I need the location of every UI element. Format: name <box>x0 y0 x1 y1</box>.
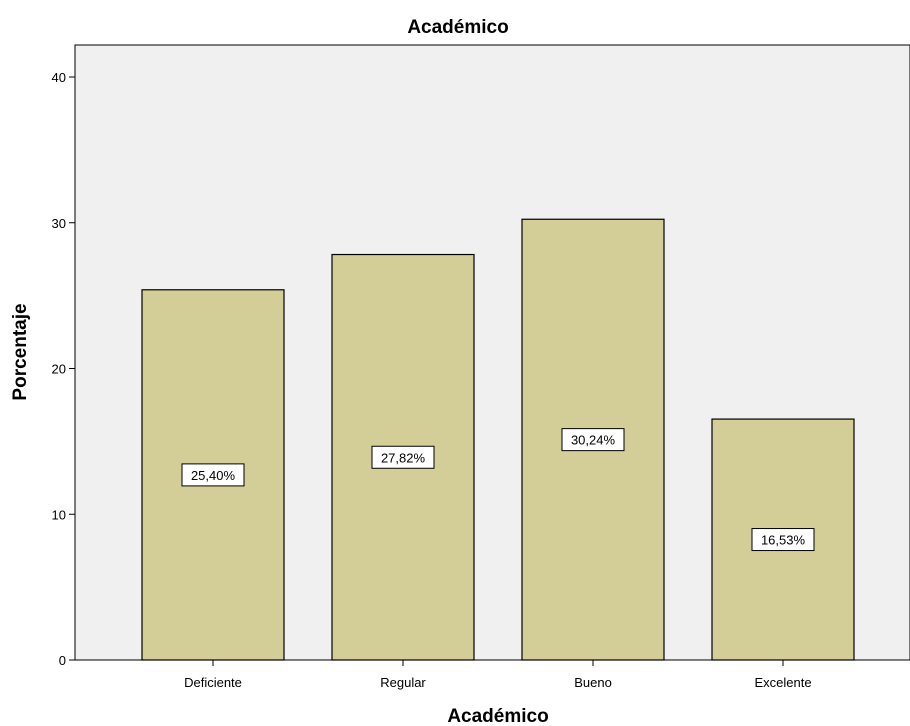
x-tick-label: Excelente <box>754 675 811 690</box>
data-label: 27,82% <box>381 450 426 465</box>
bars: 25,40% 27,82% 30,24% 16,53% <box>141 218 855 661</box>
data-label-box <box>371 445 435 469</box>
data-label: 16,53% <box>761 533 806 548</box>
y-tick-label: 10 <box>52 507 66 522</box>
data-label-box <box>181 463 245 487</box>
data-label-box <box>561 428 625 452</box>
y-tick-label: 0 <box>59 653 66 668</box>
data-label: 30,24% <box>571 433 616 448</box>
bar-deficiente <box>141 289 285 661</box>
y-tick-label: 30 <box>52 216 66 231</box>
x-tick-label: Deficiente <box>184 675 242 690</box>
x-axis: Deficiente Regular Bueno Excelente <box>184 660 812 690</box>
y-axis: 0 10 20 30 40 <box>52 70 75 668</box>
x-tick-label: Bueno <box>574 675 612 690</box>
x-tick-label: Regular <box>380 675 426 690</box>
x-axis-label: Académico <box>447 706 548 726</box>
y-tick-label: 20 <box>52 362 66 377</box>
y-tick-label: 40 <box>52 70 66 85</box>
chart-title: Académico <box>407 17 508 38</box>
y-axis-label: Porcentaje <box>10 303 31 400</box>
data-label: 25,40% <box>191 468 236 483</box>
data-label-box <box>751 528 815 552</box>
